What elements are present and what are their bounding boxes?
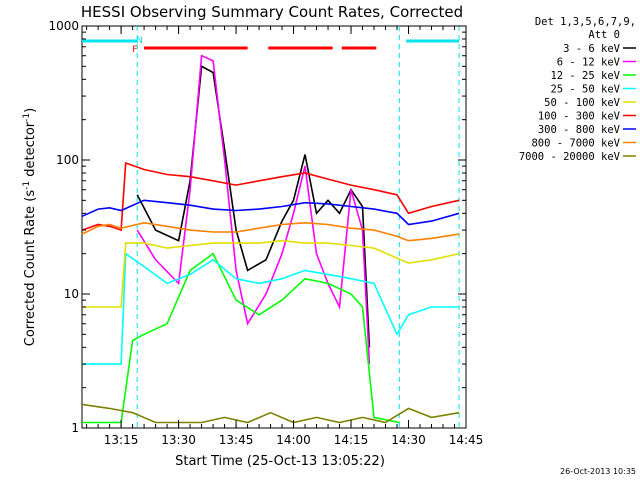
flag-label: F: [132, 45, 137, 55]
legend-header: Det 1,3,5,6,7,9,: [535, 16, 636, 28]
series-line-6: [81, 199, 460, 226]
x-tick-label: 14:30: [391, 433, 426, 447]
chart-title: HESSI Observing Summary Count Rates, Cor…: [81, 3, 463, 21]
y-axis-label-mid: detector: [23, 121, 38, 181]
flag-label: N: [136, 36, 143, 46]
x-axis-label: Start Time (25-Oct-13 13:05:22): [175, 454, 385, 469]
y-tick-label: 10: [64, 287, 79, 301]
night-boundaries: [136, 26, 460, 428]
legend-entry-label: 25 - 50 keV: [550, 84, 620, 96]
y-tick-label: 1: [71, 421, 79, 435]
legend-entry-label: 100 - 300 keV: [538, 111, 621, 123]
legend: Det 1,3,5,6,7,9, Att 0 3 - 6 keV 6 - 12 k…: [519, 16, 636, 163]
legend-entry-label: 3 - 6 keV: [563, 43, 621, 55]
x-tick-label: 14:45: [449, 433, 484, 447]
series-line-0: [136, 65, 371, 348]
legend-entry-label: 12 - 25 keV: [550, 70, 620, 82]
legend-header-2: Att 0: [588, 29, 620, 41]
y-tick-label: 1000: [48, 19, 79, 33]
x-tick-label: 13:45: [219, 433, 254, 447]
y-axis-label-sup2: -1: [22, 113, 32, 122]
series-line-3: [82, 252, 460, 365]
legend-entry-label: 7000 - 20000 keV: [519, 151, 621, 163]
y-axis-label-main: Corrected Count Rate (s: [23, 190, 38, 347]
x-tick-label: 14:15: [334, 433, 369, 447]
legend-entry-label: 800 - 7000 keV: [531, 138, 620, 150]
y-axis-label-sup1: -1: [22, 181, 32, 190]
series-line-5: [81, 161, 460, 232]
y-tick-label: 100: [56, 153, 79, 167]
x-tick-label: 13:30: [161, 433, 196, 447]
timestamp: 26-Oct-2013 10:35: [560, 467, 636, 476]
y-axis-label: Corrected Count Rate (s-1 detector-1): [22, 108, 38, 346]
y-axis-label-end: ): [23, 108, 38, 113]
legend-entry-label: 6 - 12 keV: [557, 57, 621, 69]
legend-entry-label: 300 - 800 keV: [538, 124, 621, 136]
x-tick-label: 14:00: [276, 433, 311, 447]
series-line-2: [82, 252, 400, 424]
plot-frame: [81, 25, 467, 429]
flag-bars: FN: [82, 36, 460, 55]
axis-ticks: 13:15 13:30 13:45 14:00 14:15 14:30 14:45 1 10 10…: [48, 19, 483, 447]
series-line-7: [81, 221, 460, 242]
y-axis-label-group: Corrected Count Rate (s-1 detector-1): [22, 108, 38, 346]
series-line-1: [136, 54, 371, 365]
x-tick-label: 13:15: [104, 433, 139, 447]
series-line-4: [82, 239, 460, 308]
series-line-8: [81, 403, 460, 424]
series-lines: [81, 54, 460, 424]
legend-entry-label: 50 - 100 keV: [544, 97, 621, 109]
